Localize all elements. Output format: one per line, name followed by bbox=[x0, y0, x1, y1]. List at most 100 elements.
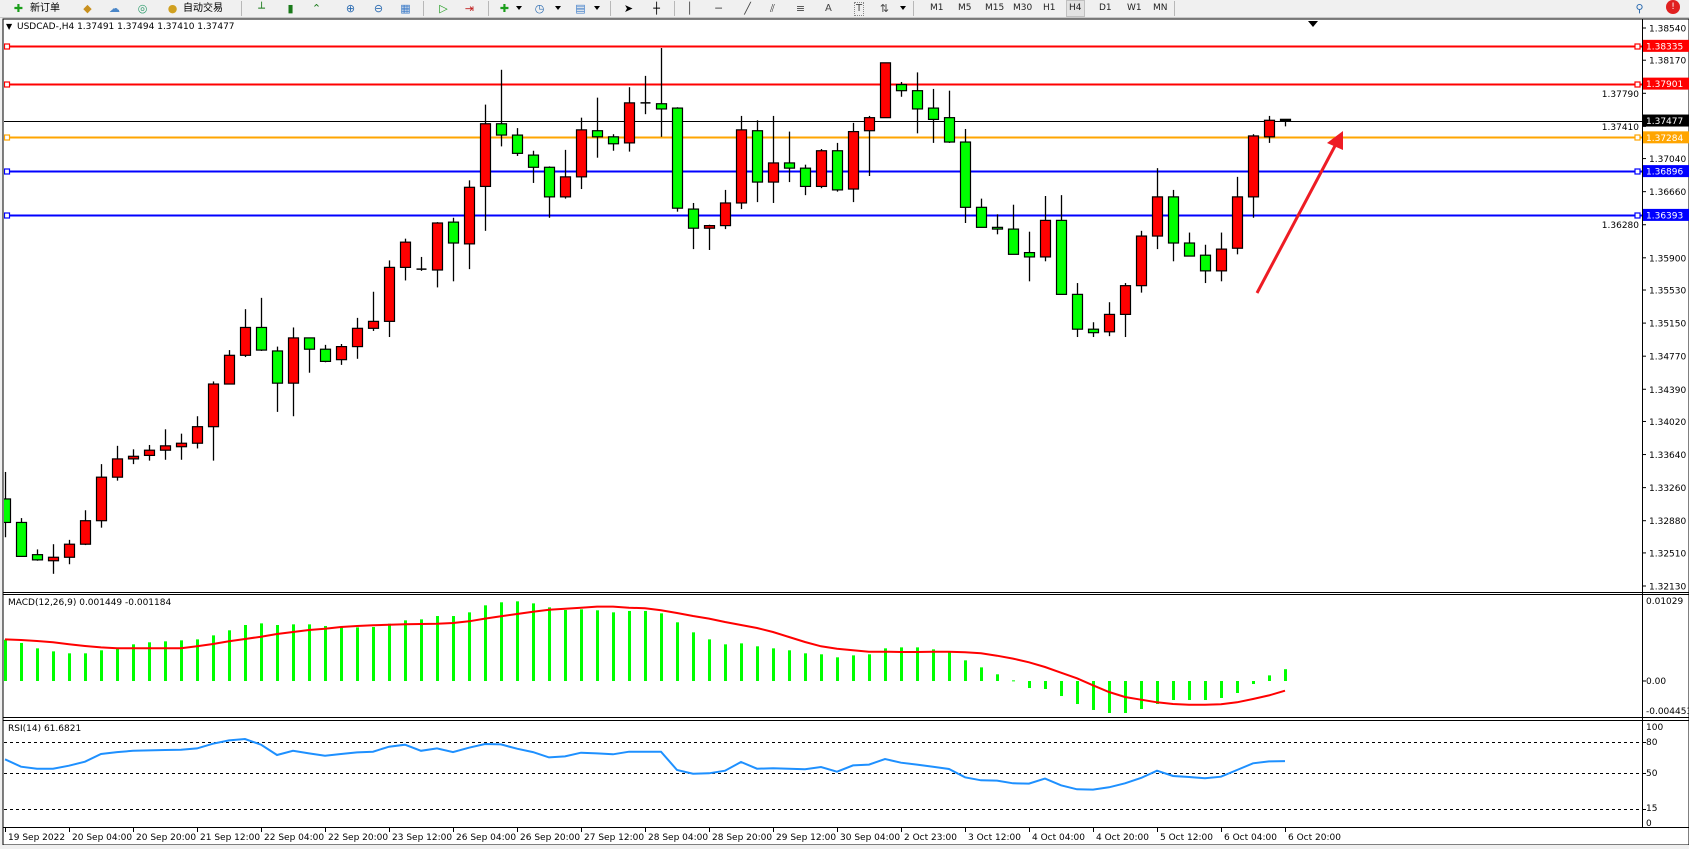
candle[interactable] bbox=[671, 107, 684, 212]
text-icon[interactable]: T bbox=[854, 2, 865, 16]
line-handle-icon[interactable] bbox=[1634, 81, 1641, 88]
candle[interactable] bbox=[1231, 176, 1244, 255]
candle[interactable] bbox=[815, 148, 828, 189]
line-handle-icon[interactable] bbox=[4, 134, 11, 141]
candle[interactable] bbox=[1055, 195, 1068, 295]
candle[interactable] bbox=[351, 317, 364, 359]
periods-icon[interactable]: ◷ bbox=[534, 2, 545, 15]
candle[interactable] bbox=[335, 343, 348, 365]
templates-icon[interactable]: ▤ bbox=[575, 2, 586, 15]
candle[interactable] bbox=[799, 164, 812, 196]
trendline-icon[interactable]: ╱ bbox=[744, 2, 751, 15]
candle[interactable] bbox=[127, 449, 140, 465]
gold-icon[interactable]: ◆ bbox=[83, 2, 92, 15]
timeframe-h1[interactable]: H1 bbox=[1043, 3, 1056, 13]
candle[interactable] bbox=[111, 445, 124, 481]
line-handle-icon[interactable] bbox=[4, 81, 11, 88]
candle[interactable] bbox=[463, 180, 476, 270]
cursor-icon[interactable]: ➤ bbox=[623, 2, 634, 15]
candlestick-icon[interactable]: ▮ bbox=[287, 2, 294, 15]
candle[interactable] bbox=[927, 88, 940, 143]
candle[interactable] bbox=[416, 256, 427, 271]
candle[interactable] bbox=[943, 90, 956, 143]
candle[interactable] bbox=[31, 549, 44, 561]
timeframe-m15[interactable]: M15 bbox=[985, 3, 1005, 13]
candle[interactable] bbox=[879, 62, 892, 119]
search-icon[interactable]: ⚲ bbox=[1635, 2, 1644, 15]
trend-arrow[interactable] bbox=[1255, 131, 1343, 294]
candle[interactable] bbox=[79, 510, 92, 546]
candle[interactable] bbox=[591, 97, 604, 158]
candle[interactable] bbox=[1167, 189, 1180, 262]
candle[interactable] bbox=[95, 464, 108, 528]
candle[interactable] bbox=[303, 337, 316, 373]
candle[interactable] bbox=[1247, 134, 1260, 218]
candle[interactable] bbox=[975, 198, 988, 228]
candle[interactable] bbox=[143, 444, 156, 461]
line-handle-icon[interactable] bbox=[4, 43, 11, 50]
candle[interactable] bbox=[63, 539, 76, 565]
macd-panel[interactable] bbox=[4, 601, 1287, 713]
notification-icon[interactable]: ! bbox=[1666, 0, 1680, 14]
line-handle-icon[interactable] bbox=[4, 168, 11, 175]
timeframe-m30[interactable]: M30 bbox=[1013, 3, 1033, 13]
candle[interactable] bbox=[1263, 115, 1276, 143]
auto-trading-icon[interactable]: ● bbox=[167, 2, 178, 15]
candle[interactable] bbox=[1, 471, 12, 538]
line-handle-icon[interactable] bbox=[4, 212, 11, 219]
candle[interactable] bbox=[367, 291, 380, 331]
candle[interactable] bbox=[1135, 230, 1148, 293]
candle[interactable] bbox=[1199, 244, 1212, 284]
line-handle-icon[interactable] bbox=[1634, 212, 1641, 219]
chart-menu-triangle-icon[interactable]: ▼ bbox=[6, 22, 13, 31]
candle[interactable] bbox=[527, 150, 540, 183]
candle[interactable] bbox=[15, 518, 28, 557]
trend-arrow-line[interactable] bbox=[1255, 143, 1338, 294]
candle[interactable] bbox=[751, 120, 764, 203]
candle[interactable] bbox=[479, 104, 492, 231]
arrows-icon[interactable]: ⇅ bbox=[879, 2, 890, 15]
main-price-panel[interactable] bbox=[1, 43, 1643, 574]
timeframe-m1[interactable]: M1 bbox=[930, 3, 944, 13]
periods-dropdown-icon[interactable] bbox=[555, 6, 561, 10]
crosshair-icon[interactable]: ┼ bbox=[653, 2, 660, 15]
candle[interactable] bbox=[239, 309, 252, 358]
candle[interactable] bbox=[1071, 283, 1084, 338]
candle[interactable] bbox=[767, 115, 780, 203]
auto-scroll-icon[interactable]: ▷ bbox=[439, 2, 448, 15]
candle[interactable] bbox=[1119, 283, 1132, 338]
line-chart-icon[interactable]: ⌃ bbox=[311, 2, 322, 15]
candle[interactable] bbox=[607, 134, 620, 151]
timeframe-mn[interactable]: MN bbox=[1153, 3, 1168, 13]
candle[interactable] bbox=[1103, 302, 1116, 337]
candle[interactable] bbox=[1039, 196, 1052, 262]
candle[interactable] bbox=[175, 433, 188, 460]
cloud-icon[interactable]: ☁ bbox=[109, 2, 120, 15]
candle[interactable] bbox=[655, 48, 668, 137]
candle[interactable] bbox=[159, 429, 172, 460]
candle[interactable] bbox=[719, 189, 732, 230]
vertical-line-icon[interactable]: │ bbox=[686, 2, 693, 15]
candle[interactable] bbox=[1023, 231, 1036, 282]
horizontal-line-icon[interactable]: ─ bbox=[715, 2, 722, 15]
timeframe-w1[interactable]: W1 bbox=[1127, 3, 1142, 13]
candle[interactable] bbox=[1007, 204, 1020, 255]
zoom-out-icon[interactable]: ⊖ bbox=[373, 2, 384, 15]
candle[interactable] bbox=[1183, 232, 1196, 257]
label-icon[interactable]: A bbox=[825, 3, 832, 14]
signals-icon[interactable]: ◎ bbox=[137, 2, 148, 15]
candle[interactable] bbox=[271, 346, 284, 412]
candle[interactable] bbox=[383, 260, 396, 338]
candle[interactable] bbox=[703, 224, 716, 250]
candle[interactable] bbox=[511, 128, 524, 156]
line-handle-icon[interactable] bbox=[1634, 134, 1641, 141]
candle[interactable] bbox=[287, 327, 300, 417]
arrows-dropdown-icon[interactable] bbox=[900, 6, 906, 10]
candle[interactable] bbox=[863, 115, 876, 176]
candle[interactable] bbox=[911, 72, 924, 134]
timeframe-d1[interactable]: D1 bbox=[1099, 3, 1112, 13]
equidistant-channel-icon[interactable]: ⫽ bbox=[770, 2, 775, 15]
candle[interactable] bbox=[783, 131, 796, 183]
candle[interactable] bbox=[207, 381, 220, 461]
